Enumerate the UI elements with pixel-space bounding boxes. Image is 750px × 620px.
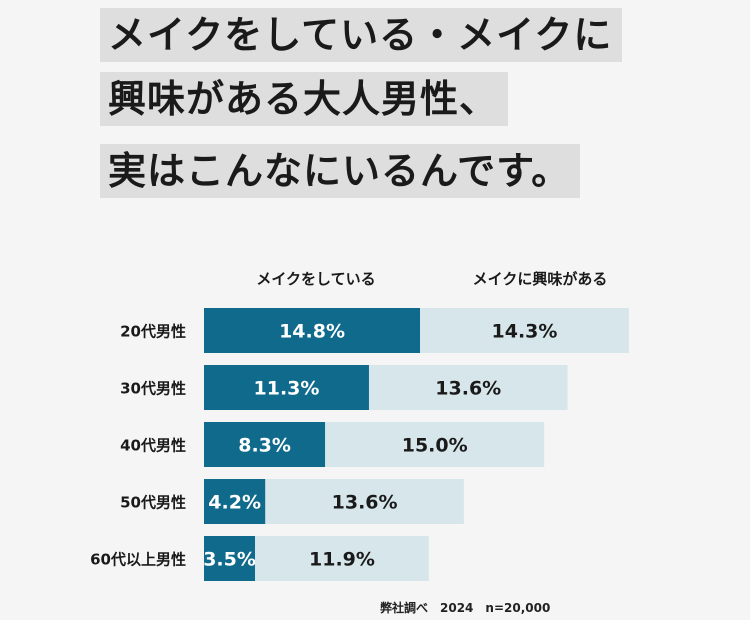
category-label: 20代男性	[120, 323, 186, 341]
legend-label-series-1: メイクをしている	[256, 270, 375, 288]
data-label-series-2: 13.6%	[332, 492, 398, 514]
data-label-series-1: 14.8%	[279, 321, 345, 343]
data-label-series-1: 11.3%	[254, 378, 320, 400]
category-label: 30代男性	[120, 380, 186, 398]
category-label: 40代男性	[120, 437, 186, 455]
bar-series-2	[325, 422, 545, 467]
bar-series-2	[420, 308, 629, 353]
bar-series-1	[204, 479, 266, 524]
source-note: 弊社調べ 2024 n=20,000	[380, 601, 551, 615]
headline-line-1: メイクをしている・メイクに	[100, 8, 623, 62]
headline-line-3: 実はこんなにいるんです。	[100, 144, 581, 198]
bar-series-2	[265, 479, 464, 524]
category-label: 60代以上男性	[90, 551, 186, 569]
bar-series-2	[368, 365, 568, 410]
bar-series-1	[204, 308, 421, 353]
data-label-series-2: 13.6%	[435, 378, 501, 400]
data-label-series-2: 15.0%	[402, 435, 468, 457]
data-label-series-1: 3.5%	[203, 549, 256, 571]
bar-series-1	[204, 422, 326, 467]
data-label-series-1: 8.3%	[238, 435, 291, 457]
data-label-series-2: 14.3%	[492, 321, 558, 343]
category-label: 50代男性	[120, 494, 186, 512]
bar-series-2	[255, 536, 429, 581]
data-label-series-2: 11.9%	[309, 549, 375, 571]
bar-series-1	[204, 536, 256, 581]
headline-line-2: 興味がある大人男性、	[100, 72, 509, 126]
bar-series-1	[204, 365, 369, 410]
data-label-series-1: 4.2%	[208, 492, 261, 514]
legend-label-series-2: メイクに興味がある	[473, 270, 608, 288]
